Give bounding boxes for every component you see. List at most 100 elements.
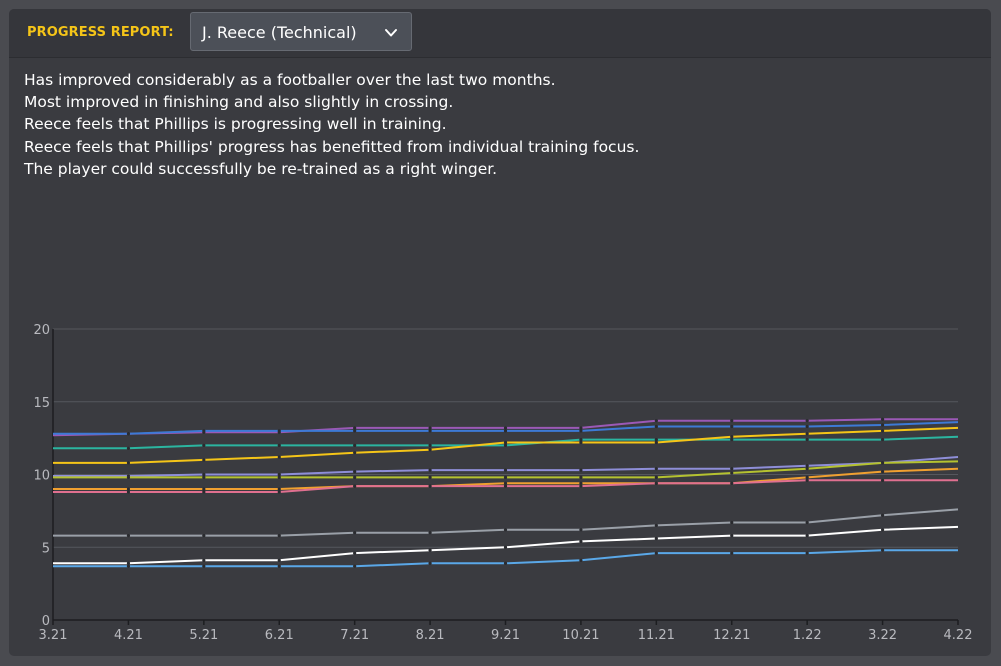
data-point	[353, 484, 357, 488]
data-point	[202, 490, 206, 494]
x-tick-label: 10.21	[562, 628, 599, 643]
data-point	[805, 551, 809, 555]
data-point	[730, 424, 734, 429]
coach-report-dropdown[interactable]: J. Reece (Technical)	[190, 12, 412, 51]
data-point	[126, 561, 131, 565]
y-tick-label: 15	[33, 396, 50, 411]
data-point	[805, 419, 809, 423]
data-point	[654, 419, 658, 423]
x-tick-label: 4.21	[114, 628, 143, 643]
x-tick-label: 3.22	[868, 628, 897, 643]
data-point	[805, 475, 809, 480]
data-point	[503, 440, 508, 445]
data-point	[579, 429, 583, 433]
data-point	[202, 564, 206, 568]
data-point	[503, 561, 508, 565]
data-point	[579, 481, 583, 485]
data-point	[880, 478, 885, 482]
x-tick-label: 12.21	[713, 628, 750, 643]
y-tick-label: 10	[33, 469, 50, 484]
data-point	[277, 534, 281, 538]
data-point	[428, 561, 432, 565]
data-point	[428, 484, 432, 488]
data-point	[805, 534, 809, 538]
data-point	[730, 419, 734, 423]
report-line: The player could successfully be re-trai…	[24, 159, 498, 178]
data-point	[277, 558, 281, 562]
progress-report-label: PROGRESS REPORT:	[27, 25, 174, 40]
data-point	[277, 490, 281, 494]
data-point	[880, 429, 885, 433]
data-point	[353, 426, 357, 430]
data-point	[202, 475, 206, 480]
data-point	[277, 487, 281, 491]
data-point	[428, 426, 432, 430]
data-point	[730, 467, 734, 471]
data-point	[880, 469, 885, 474]
progress-line-chart: 0 5 10 15 20 3.21 4.21 5.21 6.21 7.21 8.21 9.21 10.2…	[33, 323, 973, 643]
report-line: Has improved considerably as a footballe…	[24, 71, 556, 89]
data-point	[277, 475, 281, 480]
data-point	[428, 548, 432, 552]
data-point	[202, 458, 206, 462]
data-point	[277, 472, 281, 477]
data-point	[503, 545, 508, 549]
data-point	[353, 469, 357, 474]
x-tick-label: 4.22	[944, 628, 973, 643]
data-point	[353, 443, 357, 447]
data-point	[730, 520, 734, 525]
data-point	[503, 429, 508, 433]
data-point	[126, 534, 131, 538]
data-point	[880, 528, 885, 532]
y-tick-label: 5	[42, 541, 50, 556]
data-point	[126, 564, 131, 568]
data-point	[277, 429, 281, 433]
data-point	[730, 481, 734, 485]
data-point	[805, 478, 809, 482]
x-tick-label: 9.21	[491, 628, 520, 643]
data-point	[730, 437, 734, 442]
data-point	[126, 490, 131, 494]
x-tick-label: 11.21	[638, 628, 675, 643]
data-point	[805, 437, 809, 442]
report-text: Has improved considerably as a footballe…	[24, 69, 639, 180]
report-line: Most improved in finishing and also slig…	[24, 93, 454, 112]
data-point	[126, 432, 131, 436]
data-point	[428, 443, 432, 447]
data-point	[579, 528, 583, 532]
data-point	[805, 467, 809, 471]
data-point	[353, 451, 357, 455]
series-line-8	[53, 508, 959, 537]
data-point	[880, 437, 885, 442]
data-point	[503, 475, 508, 480]
data-point	[730, 534, 734, 538]
data-point	[428, 429, 432, 433]
data-point	[805, 432, 809, 436]
report-line: Reece feels that Phillips' progress has …	[24, 137, 640, 156]
data-point	[880, 423, 885, 427]
data-point	[579, 440, 583, 445]
data-point	[654, 475, 658, 480]
data-point	[202, 534, 206, 538]
x-tick-label: 8.21	[416, 628, 445, 643]
data-point	[880, 461, 885, 465]
data-point	[730, 471, 734, 475]
data-point	[880, 513, 885, 517]
data-point	[503, 481, 508, 485]
data-point	[654, 536, 658, 541]
data-point	[654, 551, 658, 555]
data-point	[880, 548, 885, 552]
data-point	[503, 443, 508, 447]
x-tick-label: 6.21	[265, 628, 294, 643]
data-point	[353, 564, 357, 568]
data-point	[126, 461, 131, 465]
data-point	[428, 475, 432, 480]
data-point	[353, 531, 357, 535]
chevron-down-icon	[385, 29, 397, 37]
data-point	[579, 475, 583, 480]
x-tick-label: 5.21	[189, 628, 218, 643]
data-point	[579, 484, 583, 488]
data-point	[579, 426, 583, 430]
data-point	[579, 539, 583, 544]
data-point	[277, 443, 281, 447]
